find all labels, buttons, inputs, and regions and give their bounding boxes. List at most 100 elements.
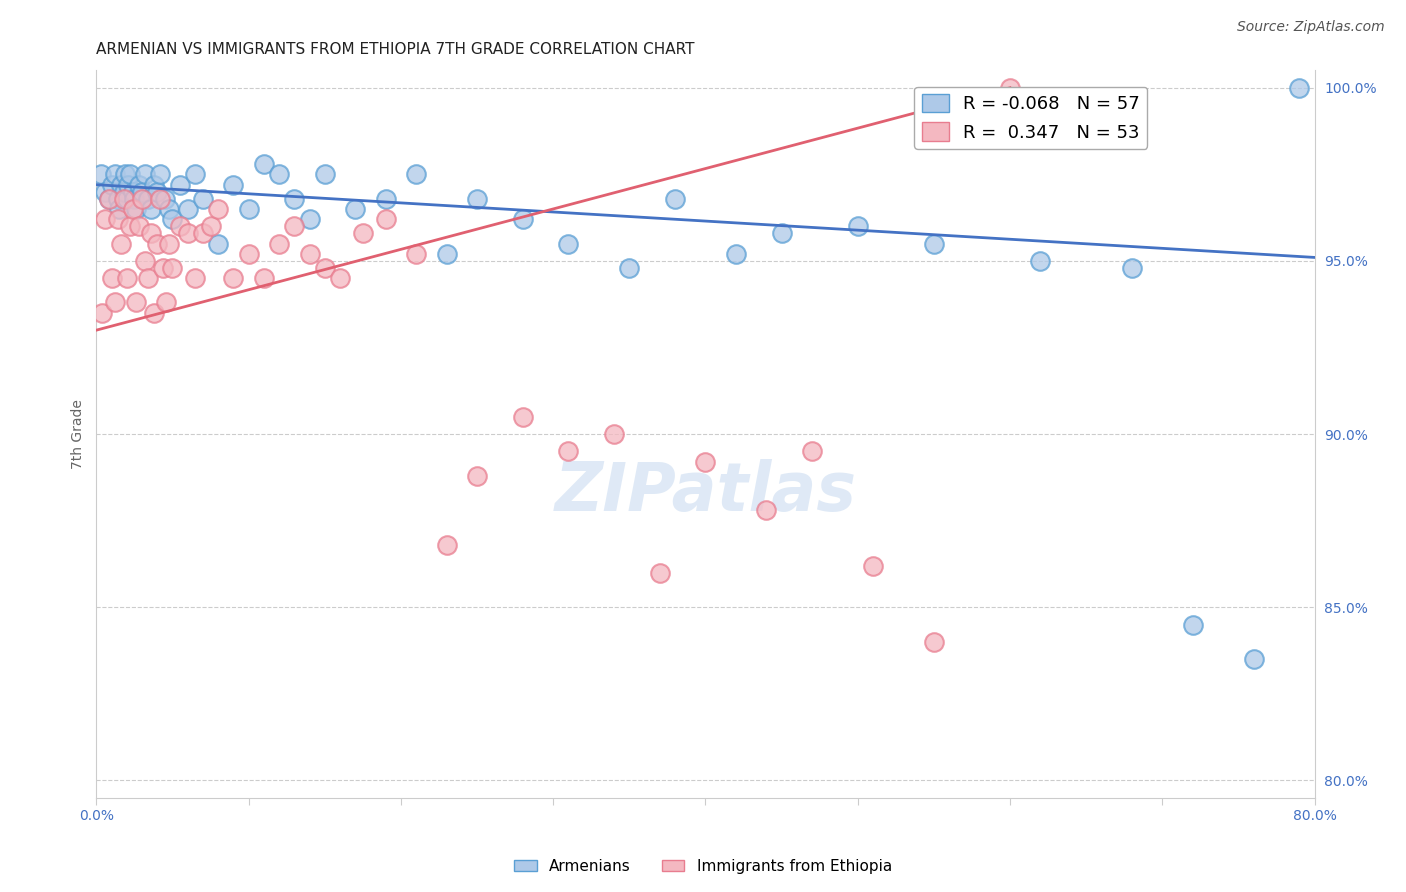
Point: [97, 192, 120, 206]
Point: [922, 635, 945, 649]
Point: [724, 247, 747, 261]
Point: [97, 192, 120, 206]
Point: [110, 236, 132, 251]
Point: [436, 247, 458, 261]
Point: [159, 202, 181, 216]
Point: [664, 192, 686, 206]
Point: [755, 503, 778, 517]
Point: [267, 167, 290, 181]
Point: [128, 219, 150, 234]
Point: [846, 219, 869, 234]
Point: [436, 538, 458, 552]
Point: [512, 409, 534, 424]
Point: [344, 202, 367, 216]
Point: [238, 247, 260, 261]
Point: [149, 167, 172, 181]
Point: [90, 167, 112, 181]
Point: [107, 212, 129, 227]
Point: [169, 178, 191, 192]
Point: [153, 192, 176, 206]
Point: [155, 295, 177, 310]
Point: [94, 212, 117, 227]
Point: [124, 192, 146, 206]
Point: [118, 167, 141, 181]
Point: [110, 178, 132, 192]
Text: ZIPatlas: ZIPatlas: [554, 459, 856, 525]
Point: [603, 427, 626, 442]
Point: [200, 219, 222, 234]
Point: [136, 271, 159, 285]
Point: [253, 271, 276, 285]
Point: [222, 271, 245, 285]
Point: [141, 202, 163, 216]
Point: [465, 192, 488, 206]
Point: [112, 192, 135, 206]
Point: [162, 260, 184, 275]
Point: [91, 306, 114, 320]
Point: [207, 202, 229, 216]
Point: [122, 185, 145, 199]
Point: [100, 178, 122, 192]
Point: [374, 212, 396, 227]
Point: [695, 455, 717, 469]
Point: [1288, 80, 1310, 95]
Point: [922, 236, 945, 251]
Point: [648, 566, 671, 580]
Point: [191, 226, 214, 240]
Point: [94, 185, 117, 199]
Point: [1181, 617, 1204, 632]
Text: ARMENIAN VS IMMIGRANTS FROM ETHIOPIA 7TH GRADE CORRELATION CHART: ARMENIAN VS IMMIGRANTS FROM ETHIOPIA 7TH…: [97, 42, 695, 57]
Point: [405, 167, 427, 181]
Point: [619, 260, 641, 275]
Point: [329, 271, 352, 285]
Point: [374, 192, 396, 206]
Point: [283, 219, 305, 234]
Point: [149, 192, 172, 206]
Point: [100, 271, 122, 285]
Point: [184, 271, 207, 285]
Point: [1121, 260, 1143, 275]
Point: [162, 212, 184, 227]
Point: [405, 247, 427, 261]
Point: [184, 167, 207, 181]
Point: [146, 185, 169, 199]
Point: [107, 192, 129, 206]
Point: [177, 226, 200, 240]
Point: [1029, 253, 1052, 268]
Point: [862, 558, 884, 573]
Text: Source: ZipAtlas.com: Source: ZipAtlas.com: [1237, 20, 1385, 34]
Point: [114, 167, 136, 181]
Point: [141, 226, 163, 240]
Point: [177, 202, 200, 216]
Point: [314, 260, 336, 275]
Point: [136, 192, 159, 206]
Point: [557, 236, 579, 251]
Point: [191, 192, 214, 206]
Point: [253, 157, 276, 171]
Point: [125, 202, 148, 216]
Point: [159, 236, 181, 251]
Point: [298, 247, 321, 261]
Point: [112, 185, 135, 199]
Point: [122, 202, 145, 216]
Point: [207, 236, 229, 251]
Point: [134, 167, 156, 181]
Point: [465, 468, 488, 483]
Point: [152, 260, 174, 275]
Point: [770, 226, 793, 240]
Point: [283, 192, 305, 206]
Point: [314, 167, 336, 181]
Point: [104, 167, 127, 181]
Point: [298, 212, 321, 227]
Point: [118, 219, 141, 234]
Legend: Armenians, Immigrants from Ethiopia: Armenians, Immigrants from Ethiopia: [508, 853, 898, 880]
Point: [557, 444, 579, 458]
Point: [998, 80, 1021, 95]
Point: [143, 306, 166, 320]
Point: [108, 202, 131, 216]
Point: [104, 295, 127, 310]
Point: [115, 192, 138, 206]
Point: [1243, 652, 1265, 666]
Point: [238, 202, 260, 216]
Point: [115, 271, 138, 285]
